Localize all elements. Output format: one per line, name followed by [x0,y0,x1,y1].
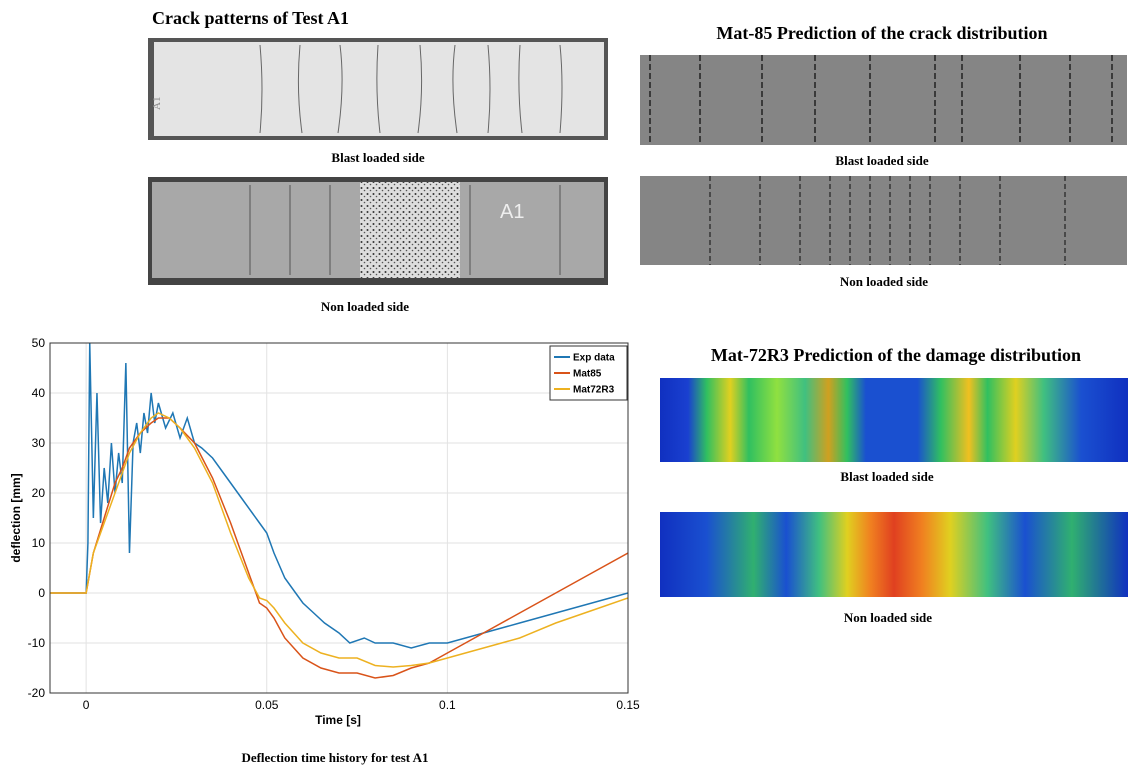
panel-title: Mat-85 Prediction of the crack distribut… [716,23,1047,43]
panel-title: Crack patterns of Test A1 [152,8,349,28]
mat85-blast [640,55,1127,145]
x-axis-label: Time [s] [315,713,361,727]
y-tick-label: -20 [28,686,46,700]
legend-label: Exp data [573,353,615,364]
caption: Blast loaded side [331,150,424,165]
caption: Blast loaded side [835,153,928,168]
caption: Blast loaded side [840,469,933,484]
mat85-non-loaded [640,176,1127,265]
line-chart: -20 -10 0 10 20 30 40 50 0 0.05 0.1 0.15 Exp data Mat… [28,336,640,712]
x-tick-label: 0 [83,698,90,712]
x-tick-label: 0.05 [255,698,279,712]
plot-area [49,342,629,694]
mat72-non-loaded [660,512,1128,597]
y-tick-label: 30 [32,436,46,450]
panel-title: Mat-72R3 Prediction of the damage distri… [711,345,1081,365]
data-line [50,412,628,668]
y-tick-label: 0 [38,586,45,600]
caption: Non loaded side [840,274,928,289]
mat72-blast [660,378,1128,462]
photo-blast: A1 [148,38,608,140]
y-tick-label: 20 [32,486,46,500]
caption: Non loaded side [321,299,409,314]
plot-frame [49,342,629,694]
legend-label: Mat72R3 [573,385,615,396]
photo-marker: A1 [500,201,524,223]
caption: Non loaded side [844,610,932,625]
data-line [50,417,628,679]
series-group [50,343,628,679]
photo-non-loaded: A1 [148,177,608,285]
y-axis-label: deflection [mm] [9,473,23,562]
x-tick-label: 0.1 [439,698,456,712]
photo-marker: A1 [151,97,163,110]
chart-caption: Deflection time history for test A1 [241,750,428,765]
y-tick-label: 50 [32,336,46,350]
x-tick-label: 0.15 [616,698,640,712]
y-tick-label: -10 [28,636,46,650]
y-tick-label: 10 [32,536,46,550]
legend-label: Mat85 [573,369,602,380]
y-tick-label: 40 [32,386,46,400]
